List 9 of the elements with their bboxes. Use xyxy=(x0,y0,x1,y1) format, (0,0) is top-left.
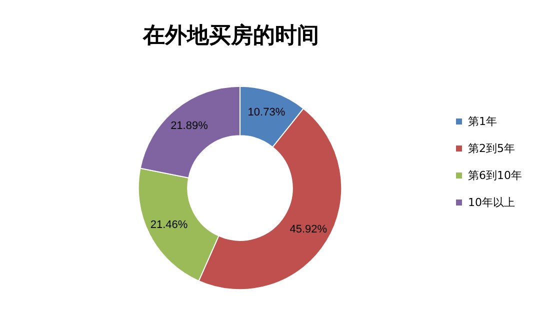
legend-label: 第6到10年 xyxy=(468,169,522,182)
data-label: 21.46% xyxy=(150,218,188,231)
data-label: 10.73% xyxy=(248,106,286,118)
legend-label: 10年以上 xyxy=(468,196,516,209)
chart-title: 在外地买房的时间 xyxy=(142,22,319,48)
legend-label: 第2到5年 xyxy=(468,142,516,155)
data-label: 45.92% xyxy=(290,224,328,236)
legend-label: 第1年 xyxy=(468,115,498,128)
data-label: 21.89% xyxy=(170,120,208,132)
